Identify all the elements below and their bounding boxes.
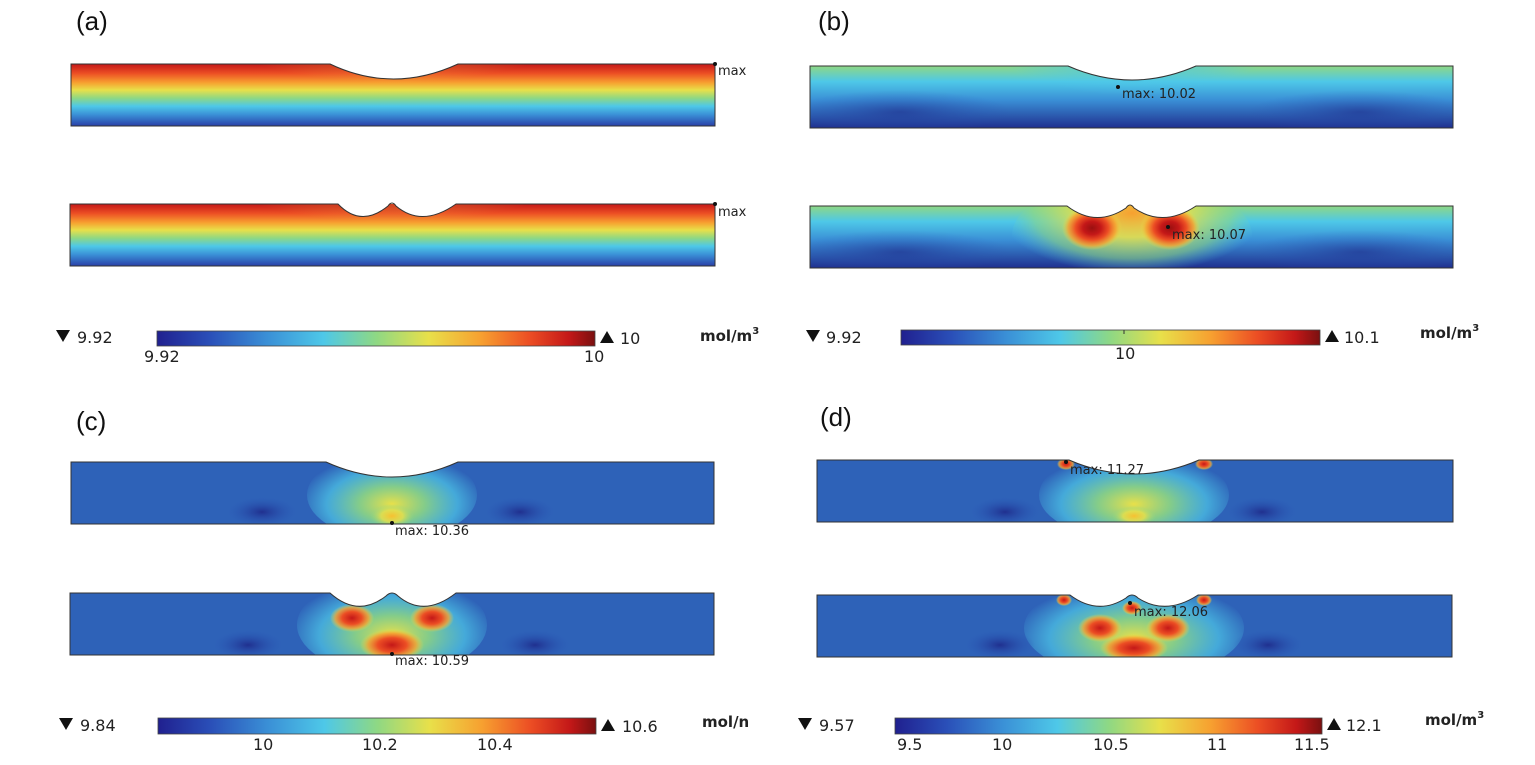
panel-d-unit: mol/m3 bbox=[1425, 710, 1484, 729]
panel-b-bottom-max-marker bbox=[1166, 225, 1170, 229]
panel-b-colorbar bbox=[900, 329, 1321, 346]
panel-d-label: (d) bbox=[820, 402, 852, 432]
panel-a-colorbar-tick-max: 10 bbox=[584, 347, 604, 366]
panel-d-bottom-annotation: max: 12.06 bbox=[1134, 605, 1208, 620]
panel-d-top-max-marker bbox=[1064, 460, 1068, 464]
panel-b-top-outline bbox=[809, 65, 1454, 129]
panel-d-colorbar-tick-4: 11 bbox=[1207, 735, 1227, 754]
panel-c-colorbar-tick-2: 10.2 bbox=[362, 735, 398, 754]
panel-b-bottom-annotation: max: 10.07 bbox=[1172, 228, 1246, 243]
panel-d-bottom-max-marker bbox=[1128, 601, 1132, 605]
panel-d-colorbar-tick-2: 10 bbox=[992, 735, 1012, 754]
panel-d-colorbar-tick-5: 11.5 bbox=[1294, 735, 1330, 754]
panel-d-colorbar-tick-3: 10.5 bbox=[1093, 735, 1129, 754]
panel-c-min-triangle-icon bbox=[59, 718, 73, 730]
panel-c-label: (c) bbox=[76, 406, 106, 436]
panel-d-min-label: 9.57 bbox=[819, 716, 855, 735]
panel-a-colorbar-tick-min: 9.92 bbox=[144, 347, 180, 366]
panel-d-min-triangle-icon bbox=[798, 718, 812, 730]
panel-a-top-max-marker bbox=[713, 62, 717, 66]
panel-c-max-triangle-icon bbox=[601, 719, 615, 731]
panel-d-bottom-domain bbox=[817, 595, 1452, 657]
panel-b-bottom-domain bbox=[810, 205, 1453, 268]
panel-d-max-triangle-icon bbox=[1327, 718, 1341, 730]
panel-a-bottom-domain bbox=[70, 203, 715, 266]
panel-d-top-annotation: max: 11.27 bbox=[1070, 463, 1144, 478]
panel-b-max-label: 10.1 bbox=[1344, 328, 1380, 347]
panel-c-top-annotation: max: 10.36 bbox=[395, 524, 469, 539]
panel-b-unit: mol/m3 bbox=[1420, 323, 1479, 342]
panel-a-colorbar bbox=[156, 330, 596, 347]
panel-c-max-label: 10.6 bbox=[622, 717, 658, 736]
panel-c-bottom-domain bbox=[70, 593, 714, 655]
panel-b-top-max-marker bbox=[1116, 85, 1120, 89]
panel-c-colorbar-tick-3: 10.4 bbox=[477, 735, 513, 754]
panel-d-colorbar-tick-1: 9.5 bbox=[897, 735, 922, 754]
panel-c-colorbar bbox=[157, 717, 597, 735]
panel-a-min-label: 9.92 bbox=[77, 328, 113, 347]
panel-d-bottom-outline bbox=[816, 594, 1453, 658]
panel-b-top-domain bbox=[810, 66, 1453, 128]
panel-c-top-max-marker bbox=[390, 521, 394, 525]
panel-b-min-triangle-icon bbox=[806, 330, 820, 342]
panel-a-max-label: 10 bbox=[620, 329, 640, 348]
panel-d-top-outline bbox=[816, 459, 1454, 523]
panel-a-bottom-max-marker bbox=[713, 202, 717, 206]
panel-c-bottom-max-marker bbox=[390, 652, 394, 656]
panel-a-top-outline bbox=[70, 63, 716, 127]
panel-c-min-label: 9.84 bbox=[80, 716, 116, 735]
panel-a-top-annotation: max bbox=[718, 64, 747, 79]
panel-b-top-annotation: max: 10.02 bbox=[1122, 87, 1196, 102]
panel-b-max-triangle-icon bbox=[1325, 330, 1339, 342]
panel-a-bottom-outline bbox=[69, 202, 716, 267]
panel-b-label: (b) bbox=[818, 6, 850, 36]
panel-c-top-outline bbox=[70, 461, 715, 525]
panel-a-min-triangle-icon bbox=[56, 330, 70, 342]
panel-a-bottom-annotation: max bbox=[718, 205, 747, 220]
panel-d-colorbar bbox=[894, 717, 1323, 735]
panel-c-unit: mol/n bbox=[702, 713, 749, 731]
panel-c-top-domain bbox=[71, 462, 714, 524]
panel-c-bottom-annotation: max: 10.59 bbox=[395, 654, 469, 669]
panel-a-max-triangle-icon bbox=[600, 331, 614, 343]
panel-c-colorbar-tick-1: 10 bbox=[253, 735, 273, 754]
panel-b-colorbar-tick: 10 bbox=[1115, 344, 1135, 363]
panel-a-unit: mol/m3 bbox=[700, 326, 759, 345]
panel-c-bottom-outline bbox=[69, 592, 715, 656]
panel-a-label: (a) bbox=[76, 6, 108, 36]
panel-b-bottom-outline bbox=[809, 204, 1454, 269]
panel-d-max-label: 12.1 bbox=[1346, 716, 1382, 735]
panel-b-min-label: 9.92 bbox=[826, 328, 862, 347]
